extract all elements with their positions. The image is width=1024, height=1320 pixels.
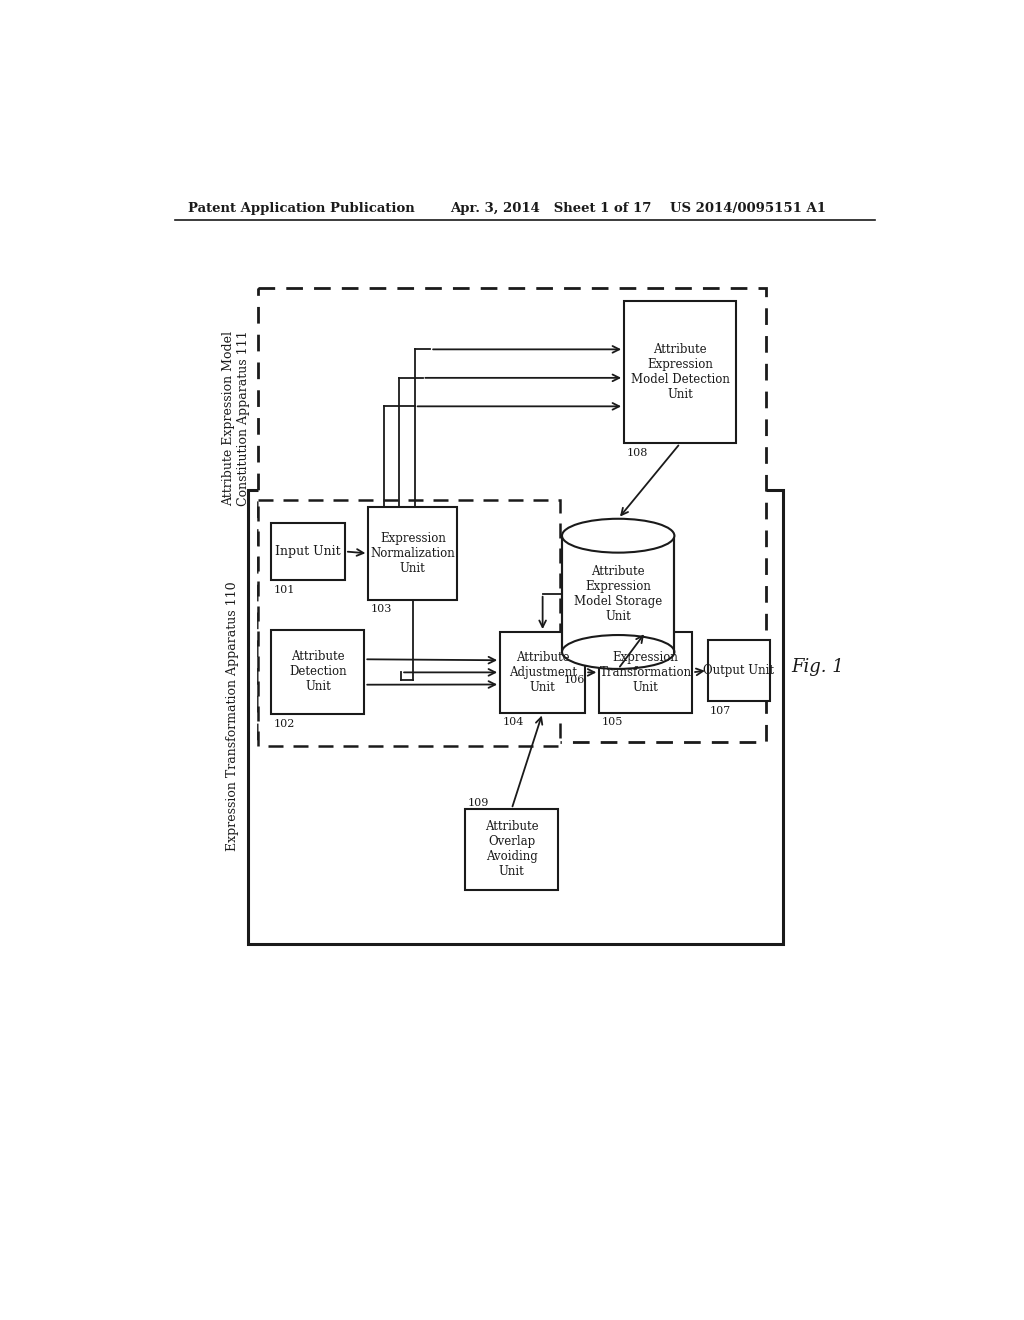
Text: Attribute
Adjustment
Unit: Attribute Adjustment Unit [509,651,577,694]
Text: Attribute
Expression
Model Detection
Unit: Attribute Expression Model Detection Uni… [631,343,730,401]
Text: 105: 105 [601,718,623,727]
Bar [248,490,783,944]
Bar [465,809,558,890]
Text: 106: 106 [563,675,585,685]
Bar [562,536,675,652]
Ellipse shape [562,519,675,553]
Text: 102: 102 [273,719,295,729]
Text: 108: 108 [627,447,648,458]
Bar [258,499,560,746]
Text: Input Unit: Input Unit [275,545,341,558]
Bar [708,640,770,701]
Bar [258,288,766,742]
Text: 107: 107 [710,706,731,715]
Bar [369,507,458,599]
Text: Apr. 3, 2014   Sheet 1 of 17: Apr. 3, 2014 Sheet 1 of 17 [450,202,651,215]
Bar [271,630,365,714]
Text: Expression
Transformation
Unit: Expression Transformation Unit [600,651,692,694]
Text: Attribute
Overlap
Avoiding
Unit: Attribute Overlap Avoiding Unit [484,821,539,879]
Text: Expression Transformation Apparatus 110: Expression Transformation Apparatus 110 [226,582,239,851]
Bar [624,301,736,444]
Text: Attribute
Detection
Unit: Attribute Detection Unit [289,651,347,693]
Text: Output Unit: Output Unit [703,664,774,677]
Bar [271,523,345,581]
Text: Expression
Normalization
Unit: Expression Normalization Unit [371,532,456,576]
Text: Patent Application Publication: Patent Application Publication [188,202,415,215]
Bar [500,632,586,713]
Text: US 2014/0095151 A1: US 2014/0095151 A1 [671,202,826,215]
Text: 109: 109 [467,799,488,808]
Text: Fig. 1: Fig. 1 [792,657,844,676]
Bar [599,632,692,713]
Text: 104: 104 [503,718,523,727]
Text: 101: 101 [273,585,295,595]
Text: Attribute
Expression
Model Storage
Unit: Attribute Expression Model Storage Unit [574,565,663,623]
Text: Attribute Expression Model
Constitution Apparatus 111: Attribute Expression Model Constitution … [222,331,251,507]
Text: 103: 103 [371,605,392,614]
Ellipse shape [562,635,675,669]
